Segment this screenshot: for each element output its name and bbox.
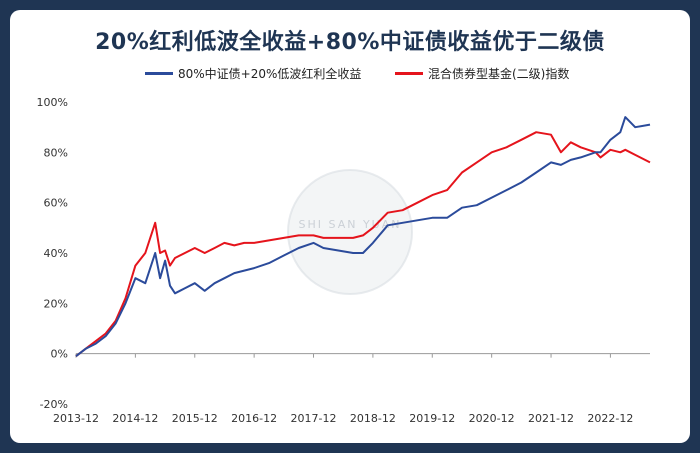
x-tick-label: 2017-12 [291,412,337,425]
y-tick-label: -20% [40,398,68,411]
x-tick-label: 2022-12 [587,412,633,425]
y-tick-label: 40% [44,247,68,260]
y-tick-label: 60% [44,197,68,210]
x-tick-label: 2014-12 [112,412,158,425]
series-lines [75,116,651,357]
x-tick-label: 2020-12 [469,412,515,425]
y-tick-label: 100% [37,96,68,109]
legend-item-red-series: 混合债券型基金(二级)指数 [395,65,569,82]
watermark-logo: SHI SAN YUAN [287,169,413,295]
x-tick-label: 2016-12 [231,412,277,425]
chart-card: 20%红利低波全收益+80%中证债收益优于二级债 80%中证债+20%低波红利全… [10,10,690,443]
series-line-blue [75,116,651,357]
x-tick-label: 2015-12 [172,412,218,425]
y-tick-label: 0% [51,348,68,361]
chart-legend: 80%中证债+20%低波红利全收益 混合债券型基金(二级)指数 [10,65,690,83]
legend-label-red: 混合债券型基金(二级)指数 [428,67,570,81]
x-tick-label: 2013-12 [53,412,99,425]
y-tick-label: 80% [44,146,68,159]
series-line-red [75,131,651,357]
legend-swatch-red [395,72,423,75]
x-tick-label: 2018-12 [350,412,396,425]
y-tick-label: 20% [44,297,68,310]
legend-label-blue: 80%中证债+20%低波红利全收益 [178,67,362,81]
line-chart: SHI SAN YUAN -20% 0% 20% 40% 60% 80% 100% 2013… [37,96,651,425]
y-axis-ticks: -20% 0% 20% 40% 60% 80% 100% [37,96,68,411]
x-axis-ticks: 2013-12 2014-12 2015-12 2016-12 2017-12 2018-… [53,353,633,425]
x-tick-label: 2019-12 [409,412,455,425]
x-tick-label: 2021-12 [528,412,574,425]
legend-swatch-blue [145,72,173,75]
chart-title: 20%红利低波全收益+80%中证债收益优于二级债 [95,30,605,55]
watermark-text: SHI SAN YUAN [299,218,402,231]
legend-item-blue-series: 80%中证债+20%低波红利全收益 [145,65,361,82]
